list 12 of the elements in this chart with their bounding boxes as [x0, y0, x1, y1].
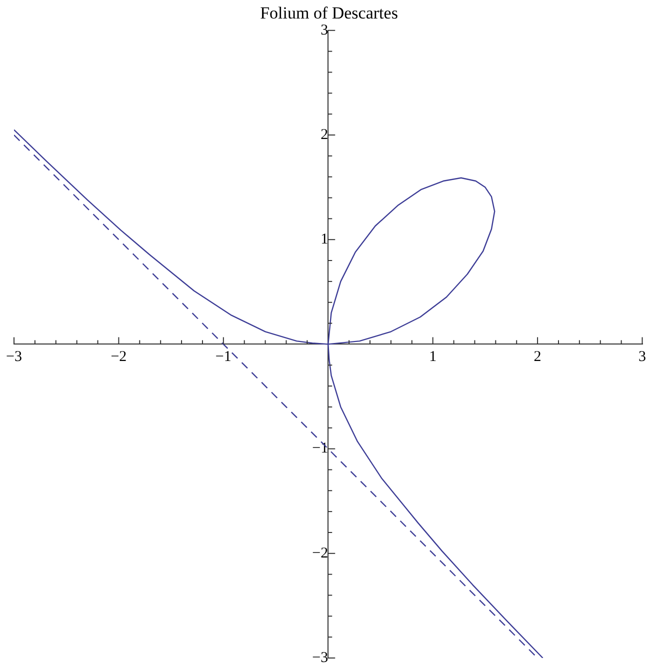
chart-title: Folium of Descartes [260, 4, 398, 23]
x-tick-label: 1 [429, 349, 437, 366]
y-tick-label: 2 [320, 126, 328, 143]
x-tick-label: 3 [638, 349, 646, 366]
y-tick-label: −3 [312, 650, 328, 666]
x-tick-label: 2 [534, 349, 542, 366]
y-tick-label: 1 [320, 232, 328, 248]
x-tick-label: −1 [215, 349, 232, 366]
x-tick-label: −3 [6, 349, 22, 366]
y-tick-label: 3 [320, 22, 328, 38]
y-tick-label: −2 [312, 545, 328, 562]
x-tick-label: −2 [110, 349, 127, 366]
